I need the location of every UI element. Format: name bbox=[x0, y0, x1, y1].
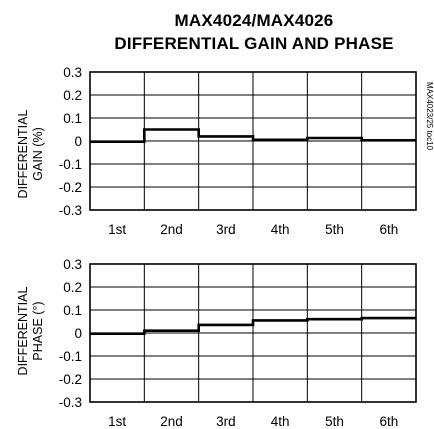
gain-y-tick-label: 0.3 bbox=[63, 65, 82, 80]
gain-x-tick-label: 4th bbox=[271, 222, 290, 237]
phase-y-tick-label: 0.3 bbox=[63, 257, 82, 272]
gain-x-tick-label: 6th bbox=[379, 222, 398, 237]
phase-y-tick-labels: 0.3 0.2 0.1 0 -0.1 -0.2 -0.3 bbox=[59, 257, 82, 410]
gain-x-tick-label: 3rd bbox=[216, 222, 236, 237]
gain-y-tick-label: -0.2 bbox=[59, 180, 82, 195]
phase-y-tick-label: 0 bbox=[74, 326, 82, 341]
gain-y-tick-label: -0.1 bbox=[59, 157, 82, 172]
gain-y-tick-label: 0.1 bbox=[63, 111, 82, 126]
phase-x-tick-label: 4th bbox=[271, 414, 290, 429]
gain-x-tick-label: 2nd bbox=[160, 222, 183, 237]
phase-y-tick-label: -0.2 bbox=[59, 372, 82, 387]
phase-y-tick-label: 0.1 bbox=[63, 303, 82, 318]
phase-x-tick-label: 1st bbox=[108, 414, 126, 429]
phase-x-tick-label: 2nd bbox=[160, 414, 183, 429]
phase-y-label-line2: PHASE (°) bbox=[31, 301, 45, 360]
gain-panel: 0.3 0.2 0.1 0 -0.1 -0.2 -0.3 1st 2nd 3rd 4th 5th 6t… bbox=[16, 65, 416, 237]
phase-y-tick-label: -0.3 bbox=[59, 395, 82, 410]
phase-y-label-line1: DIFFERENTIAL bbox=[16, 287, 30, 376]
gain-y-tick-label: 0 bbox=[74, 134, 82, 149]
figure-reference-note: MAX4023/25 toc10 bbox=[425, 82, 434, 151]
gain-y-label-line2: GAIN (%) bbox=[31, 127, 45, 180]
gain-y-label-line1: DIFFERENTIAL bbox=[16, 110, 30, 199]
gain-y-tick-label: 0.2 bbox=[63, 88, 82, 103]
gain-x-tick-label: 1st bbox=[108, 222, 126, 237]
phase-panel: 0.3 0.2 0.1 0 -0.1 -0.2 -0.3 1st 2nd 3rd 4th 5th 6t… bbox=[16, 257, 416, 429]
phase-x-tick-label: 6th bbox=[379, 414, 398, 429]
gain-y-tick-label: -0.3 bbox=[59, 203, 82, 218]
gain-x-tick-label: 5th bbox=[325, 222, 344, 237]
phase-x-tick-label: 5th bbox=[325, 414, 344, 429]
phase-x-tick-labels: 1st 2nd 3rd 4th 5th 6th bbox=[108, 414, 398, 429]
gain-x-tick-labels: 1st 2nd 3rd 4th 5th 6th bbox=[108, 222, 398, 237]
phase-y-tick-label: -0.1 bbox=[59, 349, 82, 364]
phase-y-tick-label: 0.2 bbox=[63, 280, 82, 295]
gain-y-tick-labels: 0.3 0.2 0.1 0 -0.1 -0.2 -0.3 bbox=[59, 65, 82, 218]
phase-x-tick-label: 3rd bbox=[216, 414, 236, 429]
